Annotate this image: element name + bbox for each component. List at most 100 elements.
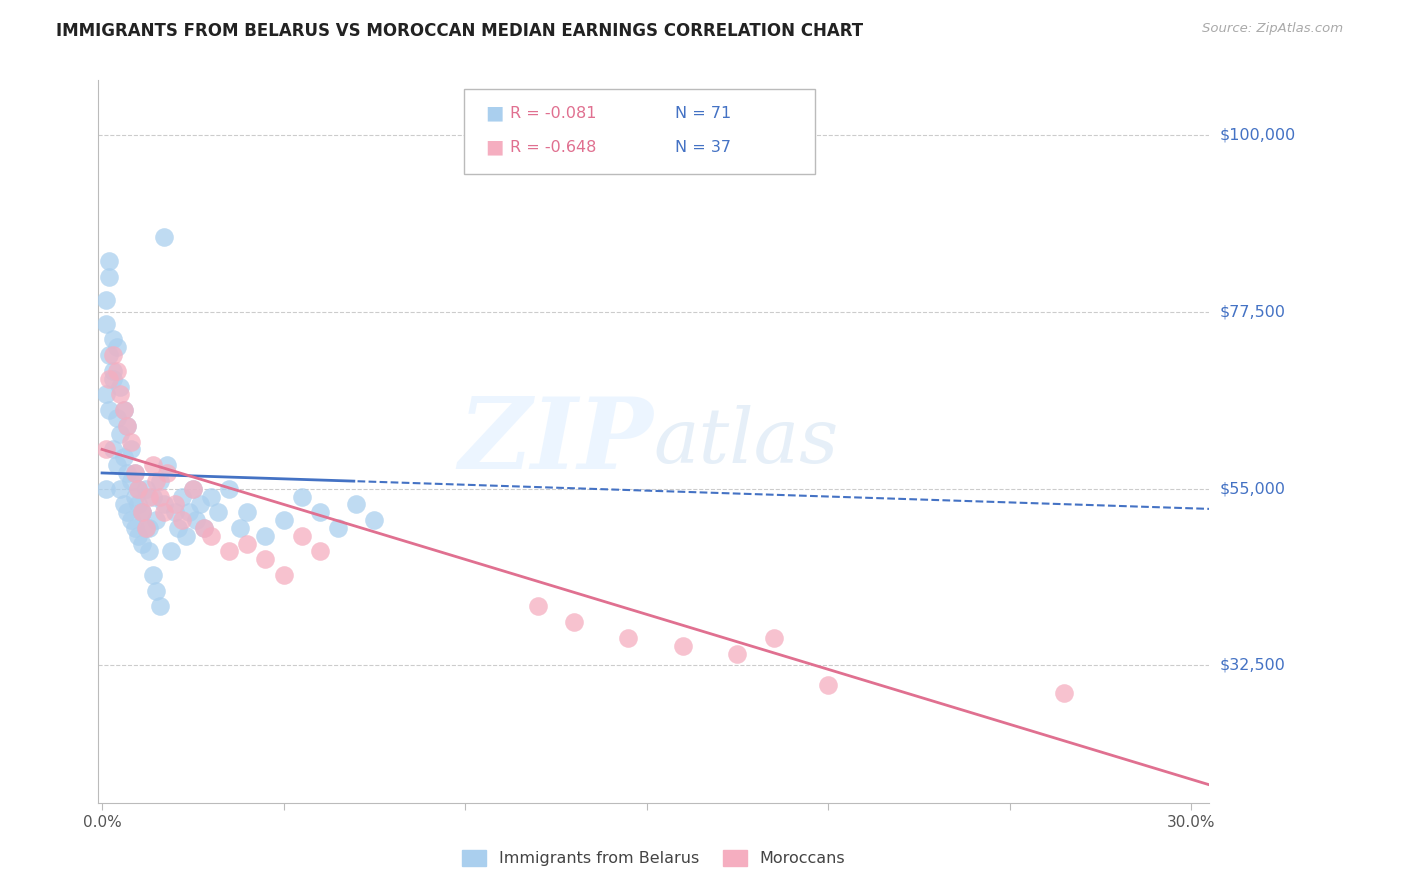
Point	[236, 536, 259, 550]
Point	[152, 505, 174, 519]
Point	[617, 631, 640, 645]
Point	[135, 521, 157, 535]
Point	[117, 505, 139, 519]
Point	[672, 639, 695, 653]
Point	[167, 521, 190, 535]
Point	[273, 513, 295, 527]
Point	[135, 521, 157, 535]
Point	[105, 411, 128, 425]
Point	[273, 568, 295, 582]
Point	[149, 490, 172, 504]
Point	[101, 333, 124, 347]
Text: $32,500: $32,500	[1220, 658, 1286, 673]
Point	[108, 426, 131, 441]
Point	[124, 466, 146, 480]
Point	[127, 529, 149, 543]
Point	[105, 364, 128, 378]
Point	[188, 497, 211, 511]
Point	[131, 505, 153, 519]
Point	[138, 521, 160, 535]
Point	[174, 529, 197, 543]
Text: atlas: atlas	[654, 405, 839, 478]
Point	[135, 482, 157, 496]
Point	[363, 513, 385, 527]
Point	[725, 647, 748, 661]
Point	[170, 490, 193, 504]
Point	[145, 583, 167, 598]
Point	[112, 450, 135, 465]
Point	[120, 442, 142, 457]
Point	[94, 387, 117, 401]
Point	[145, 513, 167, 527]
Point	[308, 544, 330, 558]
Point	[98, 253, 121, 268]
Point	[218, 544, 240, 558]
Point	[108, 387, 131, 401]
Point	[101, 442, 124, 457]
Point	[120, 513, 142, 527]
Legend: Immigrants from Belarus, Moroccans: Immigrants from Belarus, Moroccans	[454, 842, 853, 874]
Point	[200, 490, 222, 504]
Text: ■: ■	[485, 103, 503, 123]
Point	[112, 403, 135, 417]
Text: R = -0.081: R = -0.081	[510, 106, 598, 120]
Point	[98, 348, 121, 362]
Point	[98, 403, 121, 417]
Text: ■: ■	[485, 137, 503, 157]
Point	[291, 529, 314, 543]
Point	[207, 505, 229, 519]
Text: IMMIGRANTS FROM BELARUS VS MOROCCAN MEDIAN EARNINGS CORRELATION CHART: IMMIGRANTS FROM BELARUS VS MOROCCAN MEDI…	[56, 22, 863, 40]
Point	[101, 372, 124, 386]
Point	[127, 497, 149, 511]
Point	[145, 474, 167, 488]
Point	[526, 599, 548, 614]
Point	[117, 466, 139, 480]
Point	[124, 521, 146, 535]
Point	[120, 434, 142, 449]
Point	[120, 474, 142, 488]
Point	[193, 521, 215, 535]
Point	[562, 615, 585, 630]
Point	[127, 482, 149, 496]
Point	[229, 521, 252, 535]
Point	[218, 482, 240, 496]
Point	[254, 552, 277, 566]
Point	[163, 505, 186, 519]
Point	[127, 482, 149, 496]
Point	[131, 505, 153, 519]
Text: N = 71: N = 71	[675, 106, 731, 120]
Point	[94, 317, 117, 331]
Point	[117, 418, 139, 433]
Point	[817, 678, 839, 692]
Point	[94, 293, 117, 308]
Text: ZIP: ZIP	[458, 393, 654, 490]
Point	[94, 482, 117, 496]
Point	[105, 340, 128, 354]
Point	[124, 490, 146, 504]
Point	[193, 521, 215, 535]
Point	[131, 536, 153, 550]
Point	[156, 466, 179, 480]
Point	[179, 505, 201, 519]
Point	[105, 458, 128, 472]
Point	[254, 529, 277, 543]
Point	[94, 442, 117, 457]
Text: N = 37: N = 37	[675, 140, 731, 154]
Point	[108, 379, 131, 393]
Point	[152, 230, 174, 244]
Point	[142, 568, 165, 582]
Point	[124, 466, 146, 480]
Point	[117, 418, 139, 433]
Text: $100,000: $100,000	[1220, 128, 1296, 143]
Point	[200, 529, 222, 543]
Point	[98, 372, 121, 386]
Text: $77,500: $77,500	[1220, 304, 1286, 319]
Point	[138, 490, 160, 504]
Point	[236, 505, 259, 519]
Point	[163, 497, 186, 511]
Point	[181, 482, 204, 496]
Point	[170, 513, 193, 527]
Point	[1053, 686, 1076, 700]
Text: R = -0.648: R = -0.648	[510, 140, 596, 154]
Point	[344, 497, 367, 511]
